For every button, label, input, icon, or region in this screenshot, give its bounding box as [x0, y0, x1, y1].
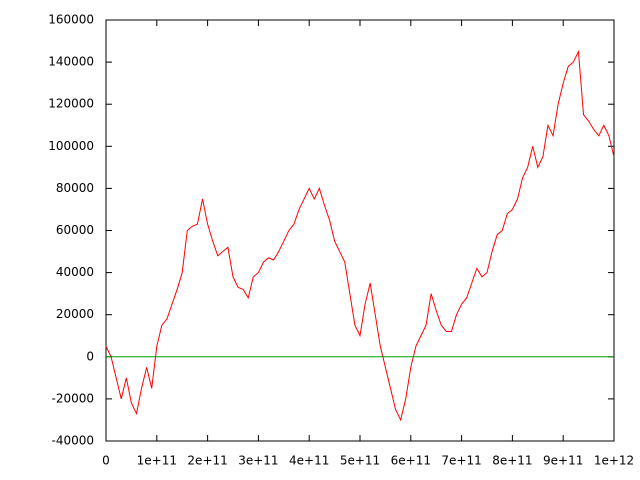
x-tick-label: 6e+11	[391, 454, 431, 468]
y-tick-label: 160000	[48, 13, 94, 27]
x-tick-label: 3e+11	[238, 454, 278, 468]
data-line	[105, 49, 615, 422]
x-tick-label: 4e+11	[289, 454, 329, 468]
y-tick-label: 60000	[56, 223, 94, 237]
y-tick-label: 80000	[56, 181, 94, 195]
y-tick-label: 40000	[56, 265, 94, 279]
x-tick-label: 2e+11	[187, 454, 227, 468]
y-tick-label: 120000	[48, 97, 94, 111]
y-tick-label: 100000	[48, 139, 94, 153]
x-tick-label: 1e+12	[594, 454, 634, 468]
plot-border	[105, 19, 615, 442]
x-tick-label: 7e+11	[441, 454, 481, 468]
x-tick-label: 5e+11	[340, 454, 380, 468]
x-tick-label: 9e+11	[543, 454, 583, 468]
y-tick-label: -20000	[51, 391, 94, 405]
x-tick-label: 1e+11	[137, 454, 177, 468]
y-tick-label: 20000	[56, 307, 94, 321]
y-tick-label: 140000	[48, 55, 94, 69]
y-tick-label: 0	[86, 349, 94, 363]
y-tick-label: -40000	[51, 434, 94, 448]
x-tick-label: 8e+11	[492, 454, 532, 468]
x-tick-label: 0	[102, 454, 110, 468]
